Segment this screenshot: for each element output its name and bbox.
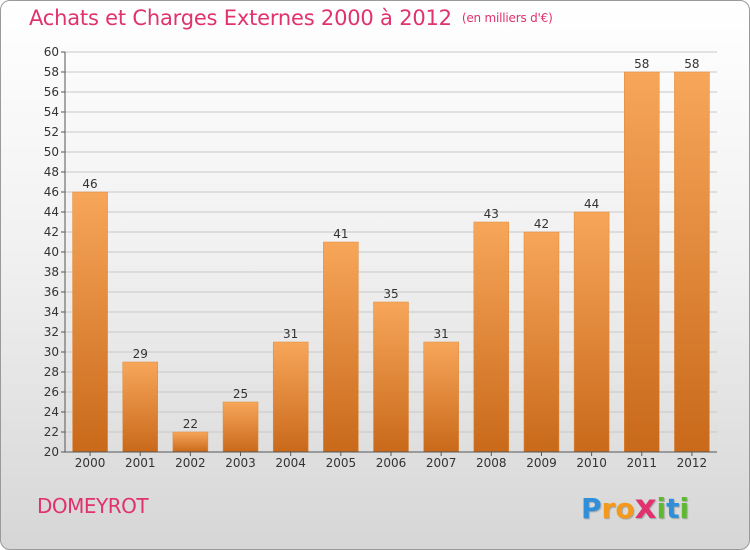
x-tick-label-2006: 2006 (376, 456, 407, 470)
logo-letter: x (634, 487, 657, 527)
y-tick-label: 60 (44, 45, 59, 59)
logo-letter: i (656, 492, 667, 525)
data-label-2005: 41 (333, 227, 348, 241)
y-tick-label: 36 (44, 285, 59, 299)
data-label-2000: 46 (82, 177, 97, 191)
y-tick-label: 22 (44, 425, 59, 439)
x-tick-label-2009: 2009 (526, 456, 557, 470)
x-tick-label-2007: 2007 (426, 456, 457, 470)
y-tick-label: 56 (44, 85, 59, 99)
logo-letter: P (581, 492, 602, 525)
axes (61, 51, 717, 456)
x-tick-label-2011: 2011 (626, 456, 657, 470)
data-label-2011: 58 (634, 57, 649, 71)
y-tick-label: 28 (44, 365, 59, 379)
proxiti-logo: Proxiti (581, 487, 689, 527)
y-tick-label: 50 (44, 145, 59, 159)
y-tick-label: 24 (44, 405, 59, 419)
y-tick-label: 30 (44, 345, 59, 359)
data-label-2012: 58 (684, 57, 699, 71)
chart-title: Achats et Charges Externes 2000 à 2012 (e… (29, 6, 553, 30)
bar-2004 (272, 341, 309, 453)
x-tick-label-2001: 2001 (125, 456, 156, 470)
x-tick-label-2005: 2005 (326, 456, 357, 470)
labels: 20 22 24 26 28 30 32 34 36 38 40 42 44 46 48 50 52 54 56 58… (44, 45, 707, 470)
x-tick-label-2000: 2000 (75, 456, 106, 470)
bar-2011 (624, 71, 660, 453)
chart-title-text: Achats et Charges Externes 2000 à 2012 (29, 6, 452, 30)
bars (72, 71, 710, 453)
y-tick-label: 48 (44, 165, 59, 179)
bar-2005 (323, 241, 359, 453)
data-label-2009: 42 (534, 217, 549, 231)
data-label-2007: 31 (434, 327, 449, 341)
y-tick-label: 46 (44, 185, 59, 199)
bar-2007 (423, 341, 459, 453)
bar-2009 (523, 231, 560, 453)
bar-2001 (122, 361, 158, 453)
bar-2008 (473, 221, 510, 453)
data-label-2008: 43 (484, 207, 499, 221)
y-tick-label: 44 (44, 205, 59, 219)
x-tick-label-2010: 2010 (576, 456, 607, 470)
logo-letter: t (666, 492, 680, 525)
bar-2000 (72, 191, 108, 453)
logo-letter: r (601, 492, 616, 525)
y-tick-label: 54 (44, 105, 59, 119)
data-label-2010: 44 (584, 197, 599, 211)
data-label-2003: 25 (233, 387, 248, 401)
y-tick-label: 40 (44, 245, 59, 259)
commune-name: DOMEYROT (37, 494, 149, 518)
logo-letter: i (679, 492, 690, 525)
data-label-2006: 35 (383, 287, 398, 301)
x-tick-label-2004: 2004 (275, 456, 306, 470)
y-tick-label: 58 (44, 65, 59, 79)
bar-2002 (172, 431, 209, 453)
x-tick-label-2012: 2012 (677, 456, 708, 470)
data-label-2001: 29 (133, 347, 148, 361)
data-label-2002: 22 (183, 417, 198, 431)
y-tick-label: 42 (44, 225, 59, 239)
data-label-2004: 31 (283, 327, 298, 341)
x-tick-label-2003: 2003 (225, 456, 256, 470)
y-tick-label: 26 (44, 385, 59, 399)
y-tick-label: 52 (44, 125, 59, 139)
y-tick-label: 32 (44, 325, 59, 339)
x-tick-label-2002: 2002 (175, 456, 206, 470)
bar-2012 (674, 71, 710, 453)
y-tick-label: 34 (44, 305, 59, 319)
y-tick-label: 38 (44, 265, 59, 279)
y-tick-label: 20 (44, 445, 59, 459)
x-tick-label-2008: 2008 (476, 456, 507, 470)
bar-2006 (373, 301, 409, 453)
bar-2003 (222, 401, 259, 453)
bar-2010 (573, 211, 610, 453)
chart-unit: (en milliers d'€) (461, 11, 553, 25)
logo-letter: o (615, 492, 635, 525)
